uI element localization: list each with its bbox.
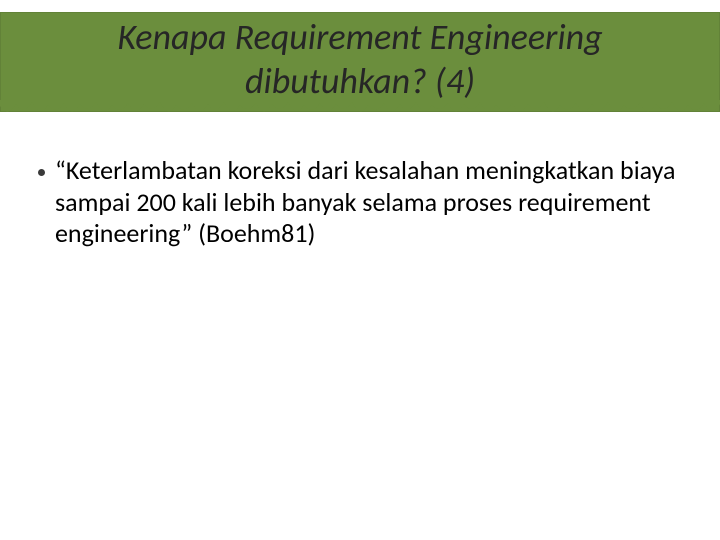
title-line-1: Kenapa Requirement Engineering: [117, 15, 602, 59]
bullet-text: “Keterlambatan koreksi dari kesalahan me…: [55, 155, 678, 250]
bullet-marker: [38, 169, 45, 176]
slide-title: Kenapa Requirement Engineering dibutuhka…: [0, 16, 720, 104]
title-band: Kenapa Requirement Engineering dibutuhka…: [0, 12, 720, 118]
bullet-item: “Keterlambatan koreksi dari kesalahan me…: [38, 155, 678, 250]
title-line-2: dibutuhkan? (4): [245, 59, 475, 103]
slide-body: “Keterlambatan koreksi dari kesalahan me…: [38, 155, 678, 250]
